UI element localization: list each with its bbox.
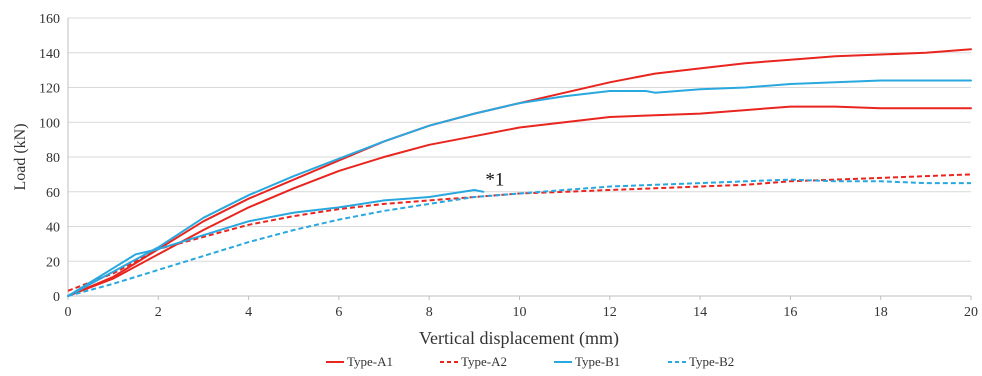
series-line-type-b1 (67, 79, 972, 297)
series-line-type-b2 (67, 178, 971, 297)
annotation-label: *1 (485, 169, 504, 190)
y-tick-label: 60 (46, 186, 60, 201)
axes (67, 18, 972, 300)
legend-label: Type-B2 (689, 354, 734, 369)
series-line-type-a1 (67, 105, 972, 297)
y-axis-title: Load (kN) (12, 123, 29, 190)
legend-item-type-a1: Type-A1 (326, 354, 393, 369)
y-tick-label: 40 (46, 221, 60, 236)
series-line-type-a1 (67, 48, 972, 297)
y-tick-label: 100 (39, 116, 60, 131)
legend-item-type-b1: Type-B1 (554, 354, 620, 369)
legend-label: Type-A2 (461, 354, 507, 369)
y-tick-label: 80 (46, 151, 60, 166)
x-tick-label: 6 (335, 305, 342, 320)
legend-item-type-b2: Type-B2 (668, 354, 734, 369)
legend: Type-A1 Type-A2 Type-B1 Type-B2 (326, 354, 734, 369)
y-tick-label: 20 (46, 255, 60, 270)
tick-labels: 0 20 40 60 80 100 120 140 160 0 2 4 6 8 10 12 14 16 18 20 (39, 12, 978, 320)
x-tick-label: 20 (964, 305, 978, 320)
x-tick-label: 8 (426, 305, 433, 320)
grid-lines (68, 17, 971, 262)
legend-label: Type-B1 (575, 354, 620, 369)
x-tick-label: 18 (874, 305, 888, 320)
series-lines (67, 48, 972, 297)
legend-item-type-a2: Type-A2 (440, 354, 507, 369)
series-line-type-b1 (67, 189, 485, 297)
x-tick-label: 12 (603, 305, 617, 320)
x-tick-label: 10 (513, 305, 527, 320)
x-axis-title: Vertical displacement (mm) (419, 328, 619, 349)
x-tick-label: 2 (155, 305, 162, 320)
y-tick-label: 0 (53, 290, 60, 305)
y-tick-label: 120 (39, 82, 60, 97)
y-tick-label: 140 (39, 47, 60, 62)
x-tick-label: 16 (783, 305, 797, 320)
x-tick-label: 14 (693, 305, 707, 320)
legend-label: Type-A1 (347, 354, 393, 369)
y-tick-label: 160 (39, 12, 60, 27)
x-tick-label: 4 (245, 305, 252, 320)
x-tick-label: 0 (65, 305, 72, 320)
